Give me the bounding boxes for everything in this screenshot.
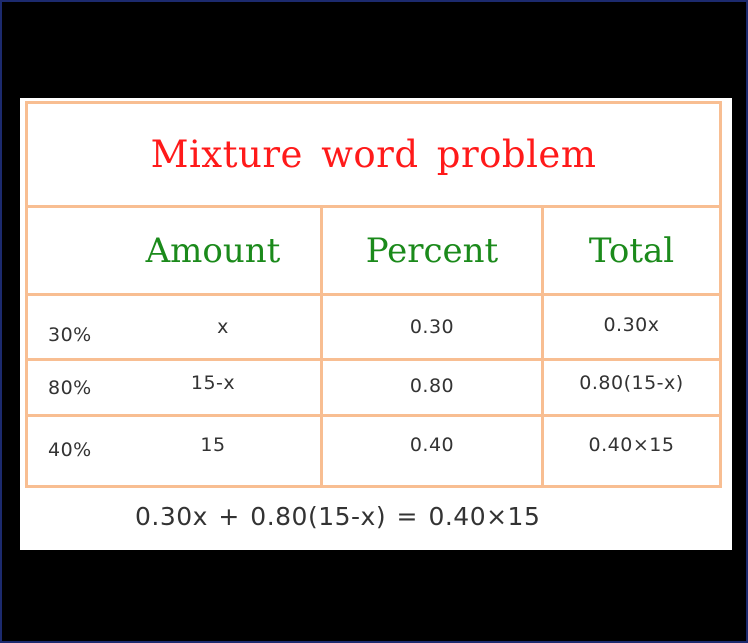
amount-cell: 15-x [190, 371, 236, 394]
equation: 0.30x + 0.80(15-x) = 0.40×15 [135, 502, 541, 531]
column-header-amount: Amount [145, 230, 281, 271]
table-title: Mixture word problem [150, 133, 597, 176]
total-cell: 0.80(15-x) [579, 371, 684, 394]
table-divider [28, 358, 719, 361]
table-divider [28, 293, 719, 296]
row-label: 80% [48, 376, 92, 399]
table-divider [28, 414, 719, 417]
total-cell: 0.30x [603, 314, 660, 336]
percent-cell: 0.40 [409, 434, 455, 456]
column-header-total: Total [588, 230, 675, 271]
amount-cell: x [217, 316, 229, 338]
mixture-table: Mixture word problem Amount Percent Tota… [25, 101, 722, 488]
amount-cell: 15 [200, 434, 226, 456]
row-label: 30% [48, 324, 92, 346]
row-label: 40% [48, 439, 92, 461]
table-divider [541, 208, 544, 485]
table-divider [320, 208, 323, 485]
total-cell: 0.40×15 [588, 434, 675, 456]
percent-cell: 0.80 [409, 374, 455, 397]
table-divider [28, 205, 719, 208]
column-header-percent: Percent [365, 230, 499, 271]
mixture-problem-card: Mixture word problem Amount Percent Tota… [20, 98, 732, 550]
percent-cell: 0.30 [409, 316, 455, 338]
